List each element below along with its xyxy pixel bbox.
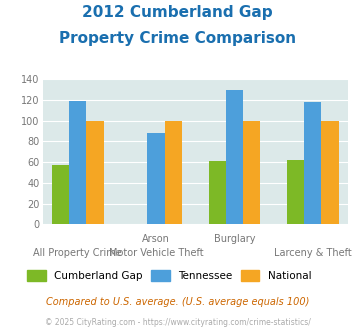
- Bar: [304, 102, 321, 224]
- Bar: [86, 121, 104, 224]
- Text: Burglary: Burglary: [214, 234, 255, 244]
- Bar: [147, 133, 165, 224]
- Text: Compared to U.S. average. (U.S. average equals 100): Compared to U.S. average. (U.S. average …: [46, 297, 309, 307]
- Text: © 2025 CityRating.com - https://www.cityrating.com/crime-statistics/: © 2025 CityRating.com - https://www.city…: [45, 318, 310, 327]
- Legend: Cumberland Gap, Tennessee, National: Cumberland Gap, Tennessee, National: [23, 266, 316, 285]
- Text: Property Crime Comparison: Property Crime Comparison: [59, 31, 296, 46]
- Text: All Property Crime: All Property Crime: [33, 248, 122, 257]
- Bar: [226, 89, 243, 224]
- Text: Larceny & Theft: Larceny & Theft: [274, 248, 351, 257]
- Bar: [52, 165, 69, 224]
- Bar: [243, 121, 260, 224]
- Text: Arson: Arson: [142, 234, 170, 244]
- Text: Motor Vehicle Theft: Motor Vehicle Theft: [109, 248, 203, 257]
- Bar: [69, 101, 86, 224]
- Text: 2012 Cumberland Gap: 2012 Cumberland Gap: [82, 5, 273, 20]
- Bar: [165, 121, 182, 224]
- Bar: [287, 160, 304, 224]
- Bar: [208, 161, 226, 224]
- Bar: [321, 121, 339, 224]
